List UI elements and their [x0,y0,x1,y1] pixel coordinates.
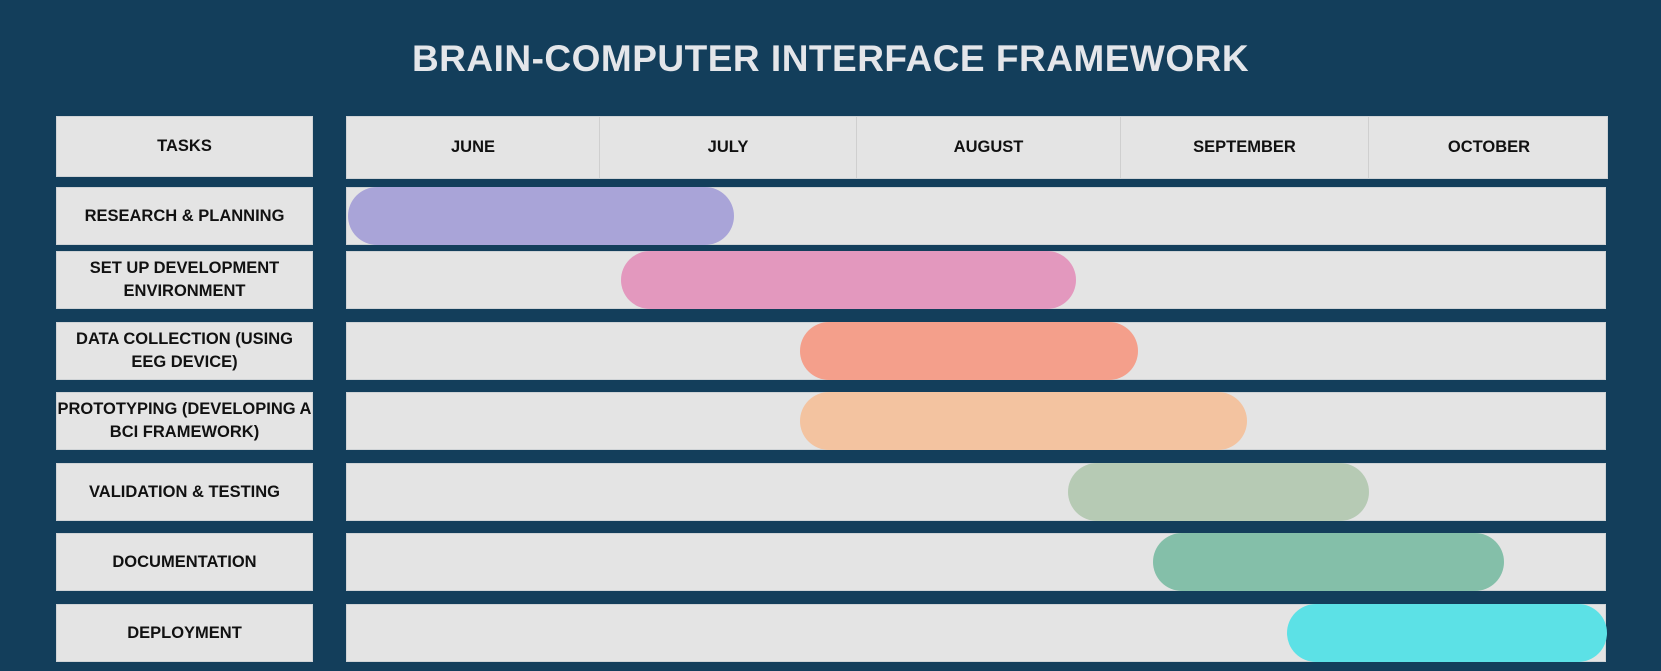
task-label-documentation: DOCUMENTATION [56,533,313,591]
task-track-prototyping [346,392,1606,450]
task-bar-data-collection [800,322,1139,380]
task-label-text: RESEARCH & PLANNING [84,206,285,225]
task-track-validation-testing [346,463,1606,521]
task-label-text: SET UP DEVELOPMENT ENVIRONMENT [89,259,280,300]
task-label-text: DATA COLLECTION (USING EEG DEVICE) [76,330,293,371]
tasks-header-label: TASKS [157,137,212,155]
task-track-research-planning [346,187,1606,245]
task-track-deployment [346,604,1607,662]
chart-title: BRAIN-COMPUTER INTERFACE FRAMEWORK [411,38,1250,79]
month-june: JUNE [450,138,495,156]
task-label-text: VALIDATION & TESTING [89,482,280,501]
task-bar-research-planning [348,187,734,245]
task-label-research-planning: RESEARCH & PLANNING [56,187,313,245]
task-label-text: DEPLOYMENT [127,623,242,642]
task-track-setup-environment [346,251,1606,309]
task-track-data-collection [346,322,1606,380]
month-october: OCTOBER [1368,117,1609,178]
task-bar-prototyping [800,392,1248,450]
task-label-setup-environment: SET UP DEVELOPMENT ENVIRONMENT [56,251,313,309]
task-label-data-collection: DATA COLLECTION (USING EEG DEVICE) [56,322,313,380]
task-label-text: DOCUMENTATION [112,552,257,571]
task-bar-validation-testing [1068,463,1369,521]
month-august: AUGUST [856,117,1120,178]
task-bar-documentation [1153,533,1504,591]
task-label-text: PROTOTYPING (DEVELOPING A BCI FRAMEWORK) [57,400,312,441]
month-header: JUNE JULY AUGUST SEPTEMBER OCTOBER [346,116,1608,179]
task-label-validation-testing: VALIDATION & TESTING [56,463,313,521]
month-july: JULY [599,117,856,178]
task-bar-setup-environment [620,251,1077,309]
task-label-prototyping: PROTOTYPING (DEVELOPING A BCI FRAMEWORK) [56,392,313,450]
month-september: SEPTEMBER [1120,117,1368,178]
task-label-deployment: DEPLOYMENT [56,604,313,662]
task-bar-deployment [1287,604,1607,662]
tasks-header: TASKS [56,116,313,177]
task-track-documentation [346,533,1606,591]
